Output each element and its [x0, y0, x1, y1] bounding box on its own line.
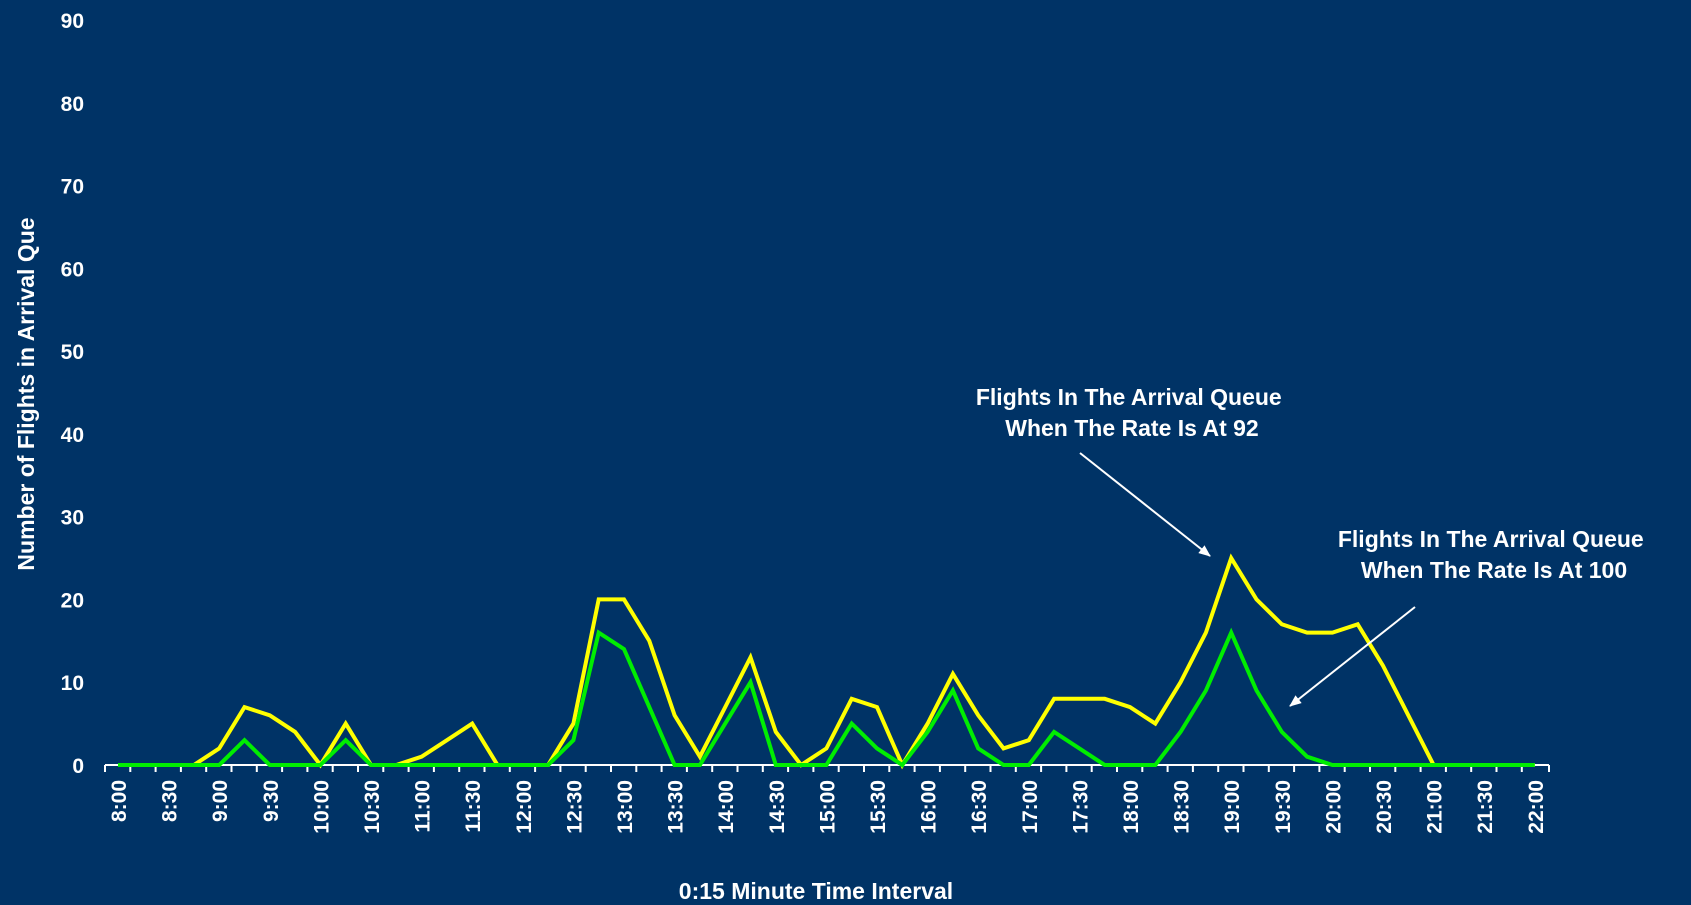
y-tick-label: 60 [61, 258, 84, 281]
annotation-rate-100-line-1: Flights In The Arrival Queue [1338, 526, 1644, 552]
x-tick-label: 15:00 [816, 780, 839, 834]
x-tick-label: 17:30 [1069, 780, 1092, 834]
x-tick-label: 11:30 [462, 780, 485, 833]
x-tick-label: 22:00 [1525, 780, 1548, 834]
x-tick-label: 17:00 [1019, 780, 1042, 834]
x-tick-label: 9:30 [260, 780, 283, 822]
x-tick-label: 14:30 [766, 780, 789, 834]
series-layer [118, 553, 1535, 770]
x-tick-label: 8:00 [108, 780, 131, 822]
y-tick-label: 80 [61, 93, 84, 116]
annotation-rate-92-line-1: Flights In The Arrival Queue [976, 384, 1282, 410]
y-tick-label: 40 [61, 424, 84, 447]
x-tick-label: 13:00 [614, 780, 637, 834]
x-tick-label: 10:30 [361, 780, 384, 834]
x-tick-label: 16:30 [968, 780, 991, 834]
y-tick-label: 20 [61, 589, 84, 612]
x-tick-label: 19:30 [1272, 780, 1295, 834]
x-tick-label: 16:00 [918, 780, 941, 834]
y-axis-ticks: 0 10 20 30 40 50 60 70 80 90 [61, 10, 84, 778]
x-axis-ticks: 8:00 8:30 9:00 9:30 10:00 10:30 11:00 11:30 12:0… [108, 780, 1548, 834]
series-line-2 [118, 627, 1535, 768]
x-tick-label: 13:30 [665, 780, 688, 834]
x-tick-label: 21:00 [1424, 780, 1447, 834]
x-tick-label: 18:30 [1171, 780, 1194, 834]
x-tick-label: 10:00 [310, 780, 333, 834]
y-tick-label: 50 [61, 341, 84, 364]
x-tick-label: 20:00 [1322, 780, 1345, 834]
annotation-rate-92-arrow [1079, 452, 1211, 557]
x-axis-label: 0:15 Minute Time Interval [679, 878, 953, 904]
x-tick-label: 9:00 [209, 780, 232, 822]
x-tick-label: 14:00 [715, 780, 738, 834]
y-tick-label: 0 [72, 755, 84, 778]
x-tick-label: 11:00 [412, 780, 435, 833]
annotation-rate-100: Flights In The Arrival Queue When The Ra… [1338, 526, 1650, 583]
x-tick-label: 15:30 [867, 780, 890, 834]
y-axis-label: Number of Flights in Arrival Que [13, 217, 39, 570]
x-tick-label: 21:30 [1474, 780, 1497, 834]
y-tick-label: 30 [61, 507, 84, 530]
annotation-rate-92: Flights In The Arrival Queue When The Ra… [976, 384, 1288, 441]
x-tick-label: 19:00 [1221, 780, 1244, 834]
x-tick-label: 8:30 [159, 780, 182, 822]
annotation-rate-100-arrow [1289, 606, 1416, 707]
y-tick-label: 70 [61, 176, 84, 199]
y-tick-label: 10 [61, 672, 84, 695]
x-tick-label: 12:00 [513, 780, 536, 834]
x-tick-label: 20:30 [1373, 780, 1396, 834]
x-tick-label: 12:30 [563, 780, 586, 834]
annotation-rate-100-line-2: When The Rate Is At 100 [1361, 557, 1627, 583]
x-tick-label: 18:00 [1120, 780, 1143, 834]
series-line-1 [118, 553, 1535, 770]
annotation-rate-92-line-2: When The Rate Is At 92 [1005, 415, 1258, 441]
y-tick-label: 90 [61, 10, 84, 33]
